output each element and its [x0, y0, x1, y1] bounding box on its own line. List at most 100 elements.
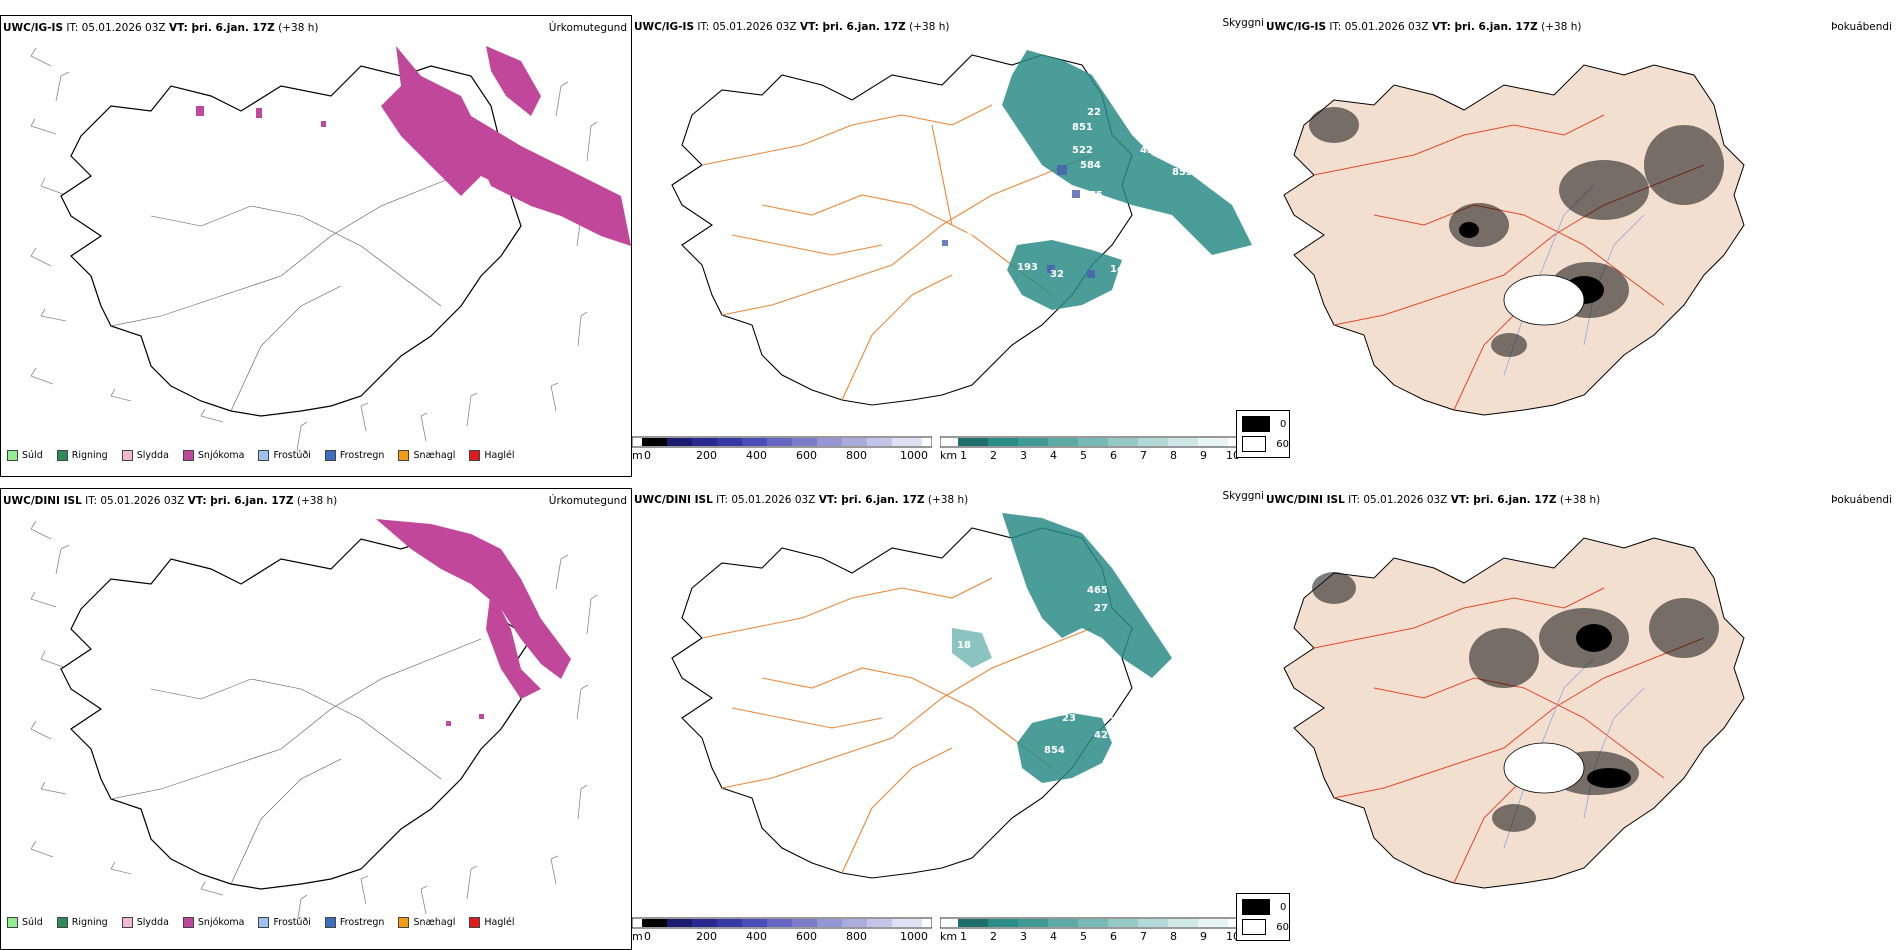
legend-item-frostudi: Frostúði	[258, 450, 311, 461]
fog-legend: 0 60	[1236, 410, 1290, 458]
panel-title: UWC/IG-IS IT: 05.01.2026 03Z VT: þri. 6.…	[3, 22, 319, 34]
value-label: 851	[1072, 122, 1093, 133]
legend-item-haglel: Haglél	[469, 917, 515, 928]
colorbar-tick: 8	[1170, 449, 1177, 462]
fog-legend-item: 60	[1242, 436, 1289, 452]
value-label: 192	[1110, 716, 1131, 727]
iceland-coastline	[60, 65, 532, 417]
iceland-coastline	[671, 54, 1133, 406]
iceland-land	[1283, 64, 1745, 416]
colorbar-unit: m	[632, 449, 643, 462]
value-label: 22	[1087, 107, 1101, 118]
colorbar-unit: km	[940, 930, 958, 943]
fog-legend-item: 0	[1242, 899, 1289, 915]
fog-panel-igis: UWC/IG-IS IT: 05.01.2026 03Z VT: þri. 6.…	[1236, 15, 1896, 477]
legend-item-snaehagl: Snæhagl	[398, 917, 455, 928]
panel-title: UWC/IG-IS IT: 05.01.2026 03Z VT: þri. 6.…	[634, 21, 950, 33]
colorbar-tick: 200	[696, 449, 717, 462]
legend-item-frostudi: Frostúði	[258, 917, 311, 928]
value-label: 14	[1110, 264, 1124, 275]
panel-title: UWC/IG-IS IT: 05.01.2026 03Z VT: þri. 6.…	[1266, 21, 1582, 33]
colorbar-tick: 6	[1110, 930, 1117, 943]
wind-barbs	[30, 520, 598, 925]
fog-legend: 0 60	[1236, 893, 1290, 941]
legend-item-frostregn: Frostregn	[324, 917, 384, 928]
colorbar-tick: 1	[960, 930, 967, 943]
panel-product-name: Þokuábendi	[1831, 494, 1892, 506]
panel-product-name: Skyggni	[1222, 490, 1265, 502]
snow-area-north-east	[376, 519, 571, 679]
legend-item-haglel: Haglél	[469, 450, 515, 461]
legend-item-snjokoma: Snjókoma	[182, 450, 244, 461]
colorbar-tick: 1	[960, 449, 967, 462]
colorbar-tick: 600	[796, 930, 817, 943]
value-label: 12	[950, 237, 964, 248]
value-label: 354	[1177, 608, 1198, 619]
colorbar-tick: 1000	[900, 449, 928, 462]
iceland-coastline	[671, 527, 1133, 879]
panel-product-name: Úrkomutegund	[548, 495, 627, 507]
colorbar-tick: 9	[1200, 449, 1207, 462]
colorbar-tick: 8	[1170, 930, 1177, 943]
fog-map-dini	[1283, 537, 1745, 889]
glacier	[1503, 274, 1585, 326]
cloud-panel-igis: UWC/IG-IS IT: 05.01.2026 03Z VT: þri. 6.…	[632, 15, 1264, 477]
value-label: 193	[1017, 262, 1038, 273]
value-label: 465	[1087, 585, 1108, 596]
value-label: 854	[1044, 745, 1065, 756]
panel-title: UWC/DINI ISL IT: 05.01.2026 03Z VT: þri.…	[1266, 494, 1601, 506]
low-cloud-area-central	[952, 628, 992, 668]
colorbar-unit: km	[940, 449, 958, 462]
visibility-colorbar: km 1 2 3 4 5 6 7 8 9 10	[940, 916, 1260, 944]
snow-area-south-east	[461, 116, 631, 246]
colorbar-tick: 4	[1050, 449, 1057, 462]
panel-product-name: Þokuábendi	[1831, 21, 1892, 33]
cloud-value-labels: 851 522 584 875 433 853 193 32 14 22 170…	[950, 107, 1201, 280]
colorbar-tick: 0	[644, 930, 651, 943]
value-label: 875	[1082, 190, 1103, 201]
colorbar-tick: 5	[1080, 449, 1087, 462]
value-label: 32	[1050, 269, 1064, 280]
precip-type-legend: Súld Rigning Slydda Snjókoma Frostúði Fr…	[7, 917, 515, 928]
legend-item-sudl: Súld	[7, 450, 43, 461]
fog-legend-item: 60	[1242, 919, 1289, 935]
panel-title: UWC/DINI ISL IT: 05.01.2026 03Z VT: þri.…	[3, 495, 338, 507]
legend-item-snjokoma: Snjókoma	[182, 917, 244, 928]
value-label: 400	[1142, 605, 1163, 616]
colorbar-tick: 5	[1080, 930, 1087, 943]
legend-item-rigning: Rigning	[56, 917, 108, 928]
roads	[701, 577, 1093, 874]
cloud-map-igis: 851 522 584 875 433 853 193 32 14 22 170…	[671, 50, 1252, 406]
value-label: 427	[1094, 730, 1115, 741]
roads	[701, 104, 1093, 401]
value-label: 23	[1062, 713, 1076, 724]
colorbar-tick: 3	[1020, 930, 1027, 943]
value-label: 71	[1154, 588, 1168, 599]
visibility-colorbar: km 1 2 3 4 5 6 7 8 9 10	[940, 435, 1260, 463]
colorbar-tick: 0	[644, 449, 651, 462]
colorbar-tick: 800	[846, 930, 867, 943]
colorbar-tick: 200	[696, 930, 717, 943]
legend-item-sudl: Súld	[7, 917, 43, 928]
value-label: 522	[1072, 145, 1093, 156]
value-label: 18	[957, 640, 971, 651]
fog-panel-dini: UWC/DINI ISL IT: 05.01.2026 03Z VT: þri.…	[1236, 488, 1896, 950]
snow-area-east	[486, 46, 541, 116]
cloud-value-labels: 465 27 400 354 339 38 192 427 854 71 18 …	[957, 585, 1198, 756]
wind-barbs	[30, 47, 598, 452]
value-label: 4	[967, 227, 974, 238]
colorbar-unit: m	[632, 930, 643, 943]
precip-map-dini	[30, 519, 598, 925]
iceland-coastline	[60, 538, 532, 890]
value-label: 339	[1175, 625, 1196, 636]
colorbar-tick: 800	[846, 449, 867, 462]
precip-type-legend: Súld Rigning Slydda Snjókoma Frostúði Fr…	[7, 450, 515, 461]
colorbar-tick: 7	[1140, 449, 1147, 462]
colorbar-tick: 2	[990, 930, 997, 943]
precip-map-igis	[30, 46, 631, 452]
value-label: 27	[1094, 603, 1108, 614]
fog-index-core	[1576, 624, 1631, 788]
ceiling-colorbar: m 0 200 400 600 800 1000	[632, 435, 932, 463]
colorbar-tick: 400	[746, 930, 767, 943]
low-cloud-area-south	[1017, 713, 1112, 783]
